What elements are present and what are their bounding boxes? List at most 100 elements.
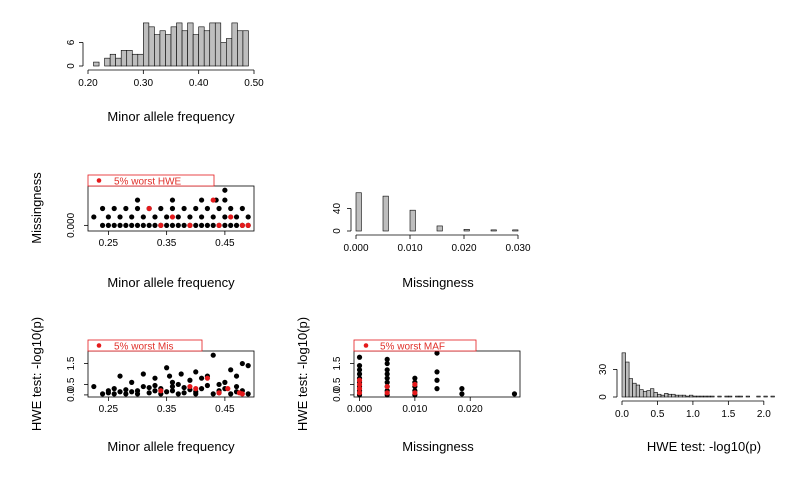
x-tick-label: 0.000 [347,404,372,415]
highlight-point [216,390,222,396]
data-point [91,214,97,220]
data-point [134,205,141,212]
highlight-point [228,214,234,220]
data-point [216,381,222,388]
y-tick-label: 0.000 [66,212,77,237]
data-point [228,222,234,228]
data-point [384,367,390,373]
x-tick-label: 0.30 [134,78,154,89]
hist-bar [203,30,211,67]
maf-missingness-points: 0.25 0.35 0.45 0.000 [66,187,251,249]
hist-bar [226,38,233,67]
x-tick-label: 0.45 [215,238,235,249]
data-point [198,386,205,392]
data-point [117,214,123,220]
data-point [129,389,135,395]
hist-bar [131,53,139,67]
data-point [434,369,440,375]
hist-bar [635,384,641,398]
hist-bar [738,395,743,398]
highlight-point [245,222,251,228]
panel-maf-vs-hwe: 0.25 0.35 0.45 0.00.5 1.5 5% worst Mis Minor… [29,317,255,454]
data-point [134,391,141,397]
hist-bar [154,34,161,67]
missingness-hwe-points: 0.000 0.010 0.020 0.00.5 1.5 [332,350,518,415]
data-point [146,384,152,391]
data-point [169,379,176,385]
hist-bar [642,391,648,398]
x-tick-label: 1.5 [721,409,735,420]
data-point [384,371,390,377]
highlight-point [239,391,245,397]
data-point [117,373,123,379]
hist-bar [176,22,183,67]
x-tick-label: 2.0 [757,409,771,420]
x-tick-label: 0.020 [451,243,476,254]
panel-maf-histogram: 0.20 0.30 0.40 0.50 0 6 Minor allele frequenc… [66,22,264,124]
data-point [123,391,129,397]
data-point [204,222,211,228]
hist-bar [685,395,690,398]
x-tick-label: 0.020 [458,404,483,415]
data-point [129,222,135,228]
hist-bar [192,34,199,67]
highlight-point [356,386,363,392]
data-point [384,356,390,362]
data-point [210,214,216,220]
data-point [356,371,363,377]
data-point [134,222,141,228]
data-point [222,379,228,385]
hist-bar [639,389,644,398]
hwe-histogram-bars: 0.0 0.5 1.0 1.5 2.0 0 30 [598,352,775,420]
data-point [187,377,193,383]
highlight-point [384,390,390,396]
hist-bar [231,22,238,67]
data-point [175,391,181,397]
hwe-histogram-xlabel: HWE test: -log10(p) [647,439,761,454]
data-point [198,197,205,203]
data-point [511,391,518,397]
data-point [169,222,176,228]
x-tick-label: 0.50 [244,78,264,89]
hist-bar [692,395,697,398]
maf-missingness-ylabel: Missingness [29,172,44,244]
hist-bar [143,22,150,67]
data-point [239,205,245,212]
data-point [123,222,129,228]
hist-bar [703,395,708,398]
data-point [169,197,176,203]
data-point [233,383,240,390]
data-point [384,375,390,381]
hist-bar [735,395,740,398]
data-point [140,371,146,377]
y-tick-label: 40 [332,203,343,215]
missingness-histogram-bars: 0.000 0.010 0.020 0.030 0 40 [332,192,531,254]
highlight-point [193,386,199,392]
hist-bar [660,394,665,398]
x-tick-label: 0.010 [397,243,422,254]
data-point [169,205,176,212]
hist-bar [181,30,188,67]
data-point [245,391,251,397]
data-point [204,205,211,212]
data-point [169,388,176,394]
data-point [175,381,181,388]
maf-hwe-ylabel: HWE test: -log10(p) [29,317,44,431]
legend-marker-mis [96,343,102,348]
data-point [222,197,228,203]
hist-bar [159,30,166,67]
hist-bar [126,50,133,67]
y-tick-label: 0 [66,63,77,69]
hist-bar [706,395,711,398]
hist-bar [490,229,497,232]
data-point [233,373,240,379]
data-point [111,222,117,228]
maf-hwe-xlabel: Minor allele frequency [107,439,235,454]
hist-bar [696,395,701,398]
data-point [105,222,111,228]
y-tick-label: 0.5 [332,377,343,391]
data-point [146,390,152,396]
data-point [193,205,199,212]
x-tick-label: 0.25 [99,404,119,415]
data-point [134,197,141,203]
